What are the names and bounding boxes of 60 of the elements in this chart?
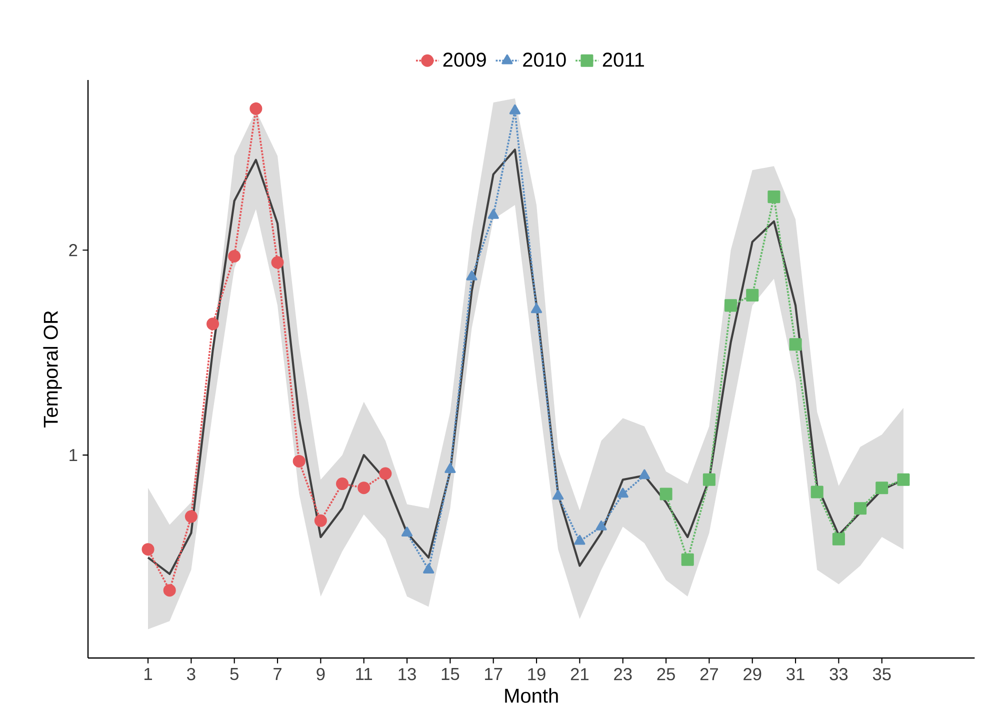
x-tick-label: 35 [872,668,891,680]
y-axis-title: Temporal OR [43,311,62,428]
point [314,514,327,527]
point [724,299,738,312]
legend-label: 2009 [443,52,486,67]
point [358,482,370,494]
x-axis-title: Month [505,688,558,703]
point [530,303,542,314]
legend-label: 2010 [523,52,566,67]
legend-label: 2011 [602,52,644,67]
x-tick-label: 9 [316,668,325,680]
x-tick-label: 27 [700,668,718,680]
point [271,256,284,269]
point [617,488,628,498]
point [142,543,154,556]
x-tick-label: 15 [442,668,460,680]
y-tick-label: 2 [69,244,78,256]
point [638,469,650,480]
point [596,520,607,530]
point [184,510,198,523]
point [681,553,694,566]
x-tick-label: 1 [144,668,152,680]
x-tick-label: 19 [528,668,546,680]
x-tick-label: 7 [274,668,282,680]
point [488,208,499,219]
x-tick-label: 23 [614,668,632,680]
point [574,534,586,545]
x-tick-label: 13 [398,668,416,680]
x-tick-label: 5 [230,668,238,680]
x-tick-label: 21 [570,668,588,680]
point [466,270,478,280]
point [810,486,824,498]
point [228,250,241,263]
point [250,102,262,115]
point [509,104,520,114]
x-tick-label: 29 [744,668,762,680]
point [876,482,888,494]
point [768,190,780,204]
point [336,477,349,490]
x-tick-label: 31 [786,668,804,680]
x-tick-label: 3 [187,668,196,680]
x-tick-label: 25 [657,668,675,680]
point [444,463,456,474]
point [292,454,306,468]
point [832,532,845,546]
x-tick-label: 17 [485,668,502,680]
point [552,490,564,500]
point [401,526,413,537]
point [897,473,910,486]
point [423,564,434,574]
point [379,467,392,480]
point [746,288,759,302]
x-tick-label: 11 [356,668,372,680]
point [854,502,867,515]
point [789,338,802,351]
point [660,488,672,500]
x-tick-label: 33 [830,668,848,680]
point [702,473,716,486]
point [163,584,176,597]
point [206,318,220,330]
